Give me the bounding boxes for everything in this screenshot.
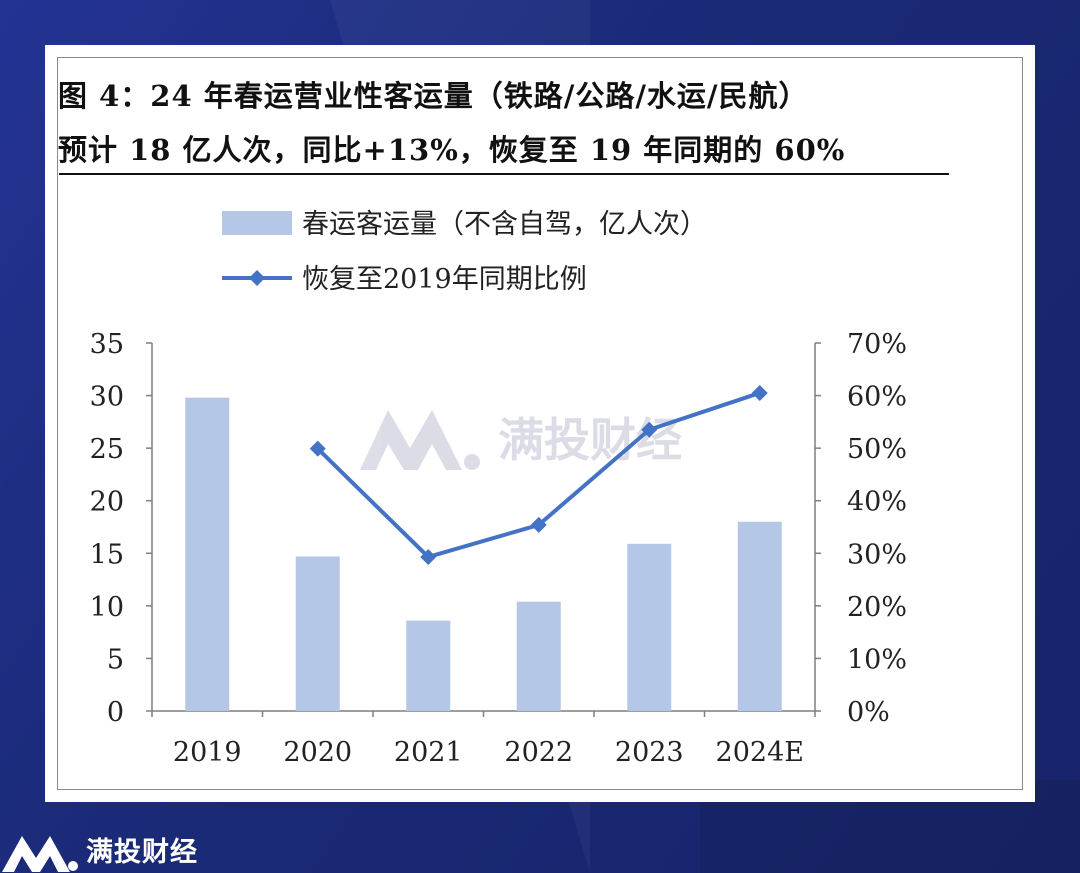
x-tick-label: 2024E xyxy=(716,737,804,768)
y-left-tick-label: 30 xyxy=(90,382,124,413)
legend-bar-label: 春运客运量（不含自驾，亿人次） xyxy=(302,209,707,240)
bar xyxy=(185,397,230,711)
y-left-tick-label: 5 xyxy=(107,644,124,675)
y-right-tick-label: 40% xyxy=(847,487,907,518)
brand-logo-icon xyxy=(2,836,78,872)
watermark: 满投财经 xyxy=(360,410,682,470)
bar xyxy=(737,521,782,711)
x-tick-label: 2023 xyxy=(615,737,684,768)
y-left-tick-label: 15 xyxy=(90,539,124,570)
legend-line-label: 恢复至2019年同期比例 xyxy=(302,264,587,295)
y-right-tick-label: 30% xyxy=(847,539,907,570)
figure-frame xyxy=(57,57,1023,790)
bar xyxy=(406,620,451,711)
y-right-tick-label: 50% xyxy=(847,434,907,465)
y-right-tick-label: 20% xyxy=(847,592,907,623)
y-left-tick-label: 20 xyxy=(90,487,124,518)
x-tick-label: 2019 xyxy=(173,737,242,768)
footer-logo: 满投财经 xyxy=(0,826,198,873)
ratio-point xyxy=(309,440,326,457)
x-tick-label: 2021 xyxy=(394,737,463,768)
bar xyxy=(516,601,561,711)
y-right-tick-label: 60% xyxy=(847,382,907,413)
y-left-tick-label: 10 xyxy=(90,592,124,623)
y-right-tick-label: 0% xyxy=(847,697,890,728)
y-left-tick-label: 35 xyxy=(90,329,124,360)
y-left-tick-label: 0 xyxy=(107,697,124,728)
watermark-text: 满投财经 xyxy=(498,413,682,467)
watermark-logo-dot xyxy=(464,454,480,470)
ratio-point xyxy=(751,384,768,401)
figure-title-line-2: 预计 18 亿人次，同比+13%，恢复至 19 年同期的 60% xyxy=(58,133,846,167)
x-tick-label: 2020 xyxy=(283,737,352,768)
legend-bar-swatch xyxy=(222,211,292,235)
y-left-tick-label: 25 xyxy=(90,434,124,465)
ratio-point xyxy=(641,421,658,438)
watermark-logo-icon xyxy=(360,410,462,470)
title-underline xyxy=(59,173,949,175)
legend-line-marker xyxy=(249,270,265,286)
y-right-tick-label: 70% xyxy=(847,329,907,360)
y-right-tick-label: 10% xyxy=(847,644,907,675)
figure-title-line-1: 图 4：24 年春运营业性客运量（铁路/公路/水运/民航） xyxy=(58,79,809,113)
bar xyxy=(627,543,672,711)
bar xyxy=(295,556,340,711)
ratio-point xyxy=(530,516,547,533)
x-tick-label: 2022 xyxy=(504,737,573,768)
figure-title: 图 4：24 年春运营业性客运量（铁路/公路/水运/民航） 预计 18 亿人次，… xyxy=(58,69,958,177)
ratio-point xyxy=(420,548,437,565)
footer-brand-text: 满投财经 xyxy=(86,837,198,868)
